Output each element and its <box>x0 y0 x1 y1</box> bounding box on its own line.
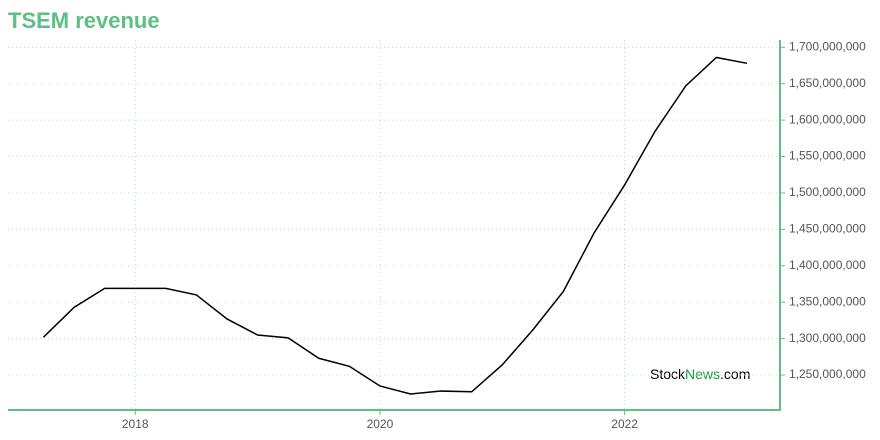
x-tick-label: 2022 <box>611 417 638 431</box>
x-tick-label: 2020 <box>367 417 394 431</box>
x-tick-label: 2018 <box>122 417 149 431</box>
chart-title: TSEM revenue <box>8 8 160 33</box>
y-tick-label: 1,250,000,000 <box>789 367 866 381</box>
y-tick-label: 1,300,000,000 <box>789 331 866 345</box>
y-tick-label: 1,350,000,000 <box>789 294 866 308</box>
watermark: StockNews.com <box>650 366 750 382</box>
y-tick-label: 1,650,000,000 <box>789 76 866 90</box>
y-tick-label: 1,450,000,000 <box>789 222 866 236</box>
y-tick-label: 1,400,000,000 <box>789 258 866 272</box>
y-tick-label: 1,550,000,000 <box>789 149 866 163</box>
y-tick-label: 1,600,000,000 <box>789 112 866 126</box>
y-tick-label: 1,500,000,000 <box>789 185 866 199</box>
watermark-part: Stock <box>650 366 686 382</box>
y-tick-label: 1,700,000,000 <box>789 39 866 53</box>
line-series <box>42 56 748 395</box>
watermark-part: .com <box>720 366 750 382</box>
watermark-part: News <box>685 366 720 382</box>
